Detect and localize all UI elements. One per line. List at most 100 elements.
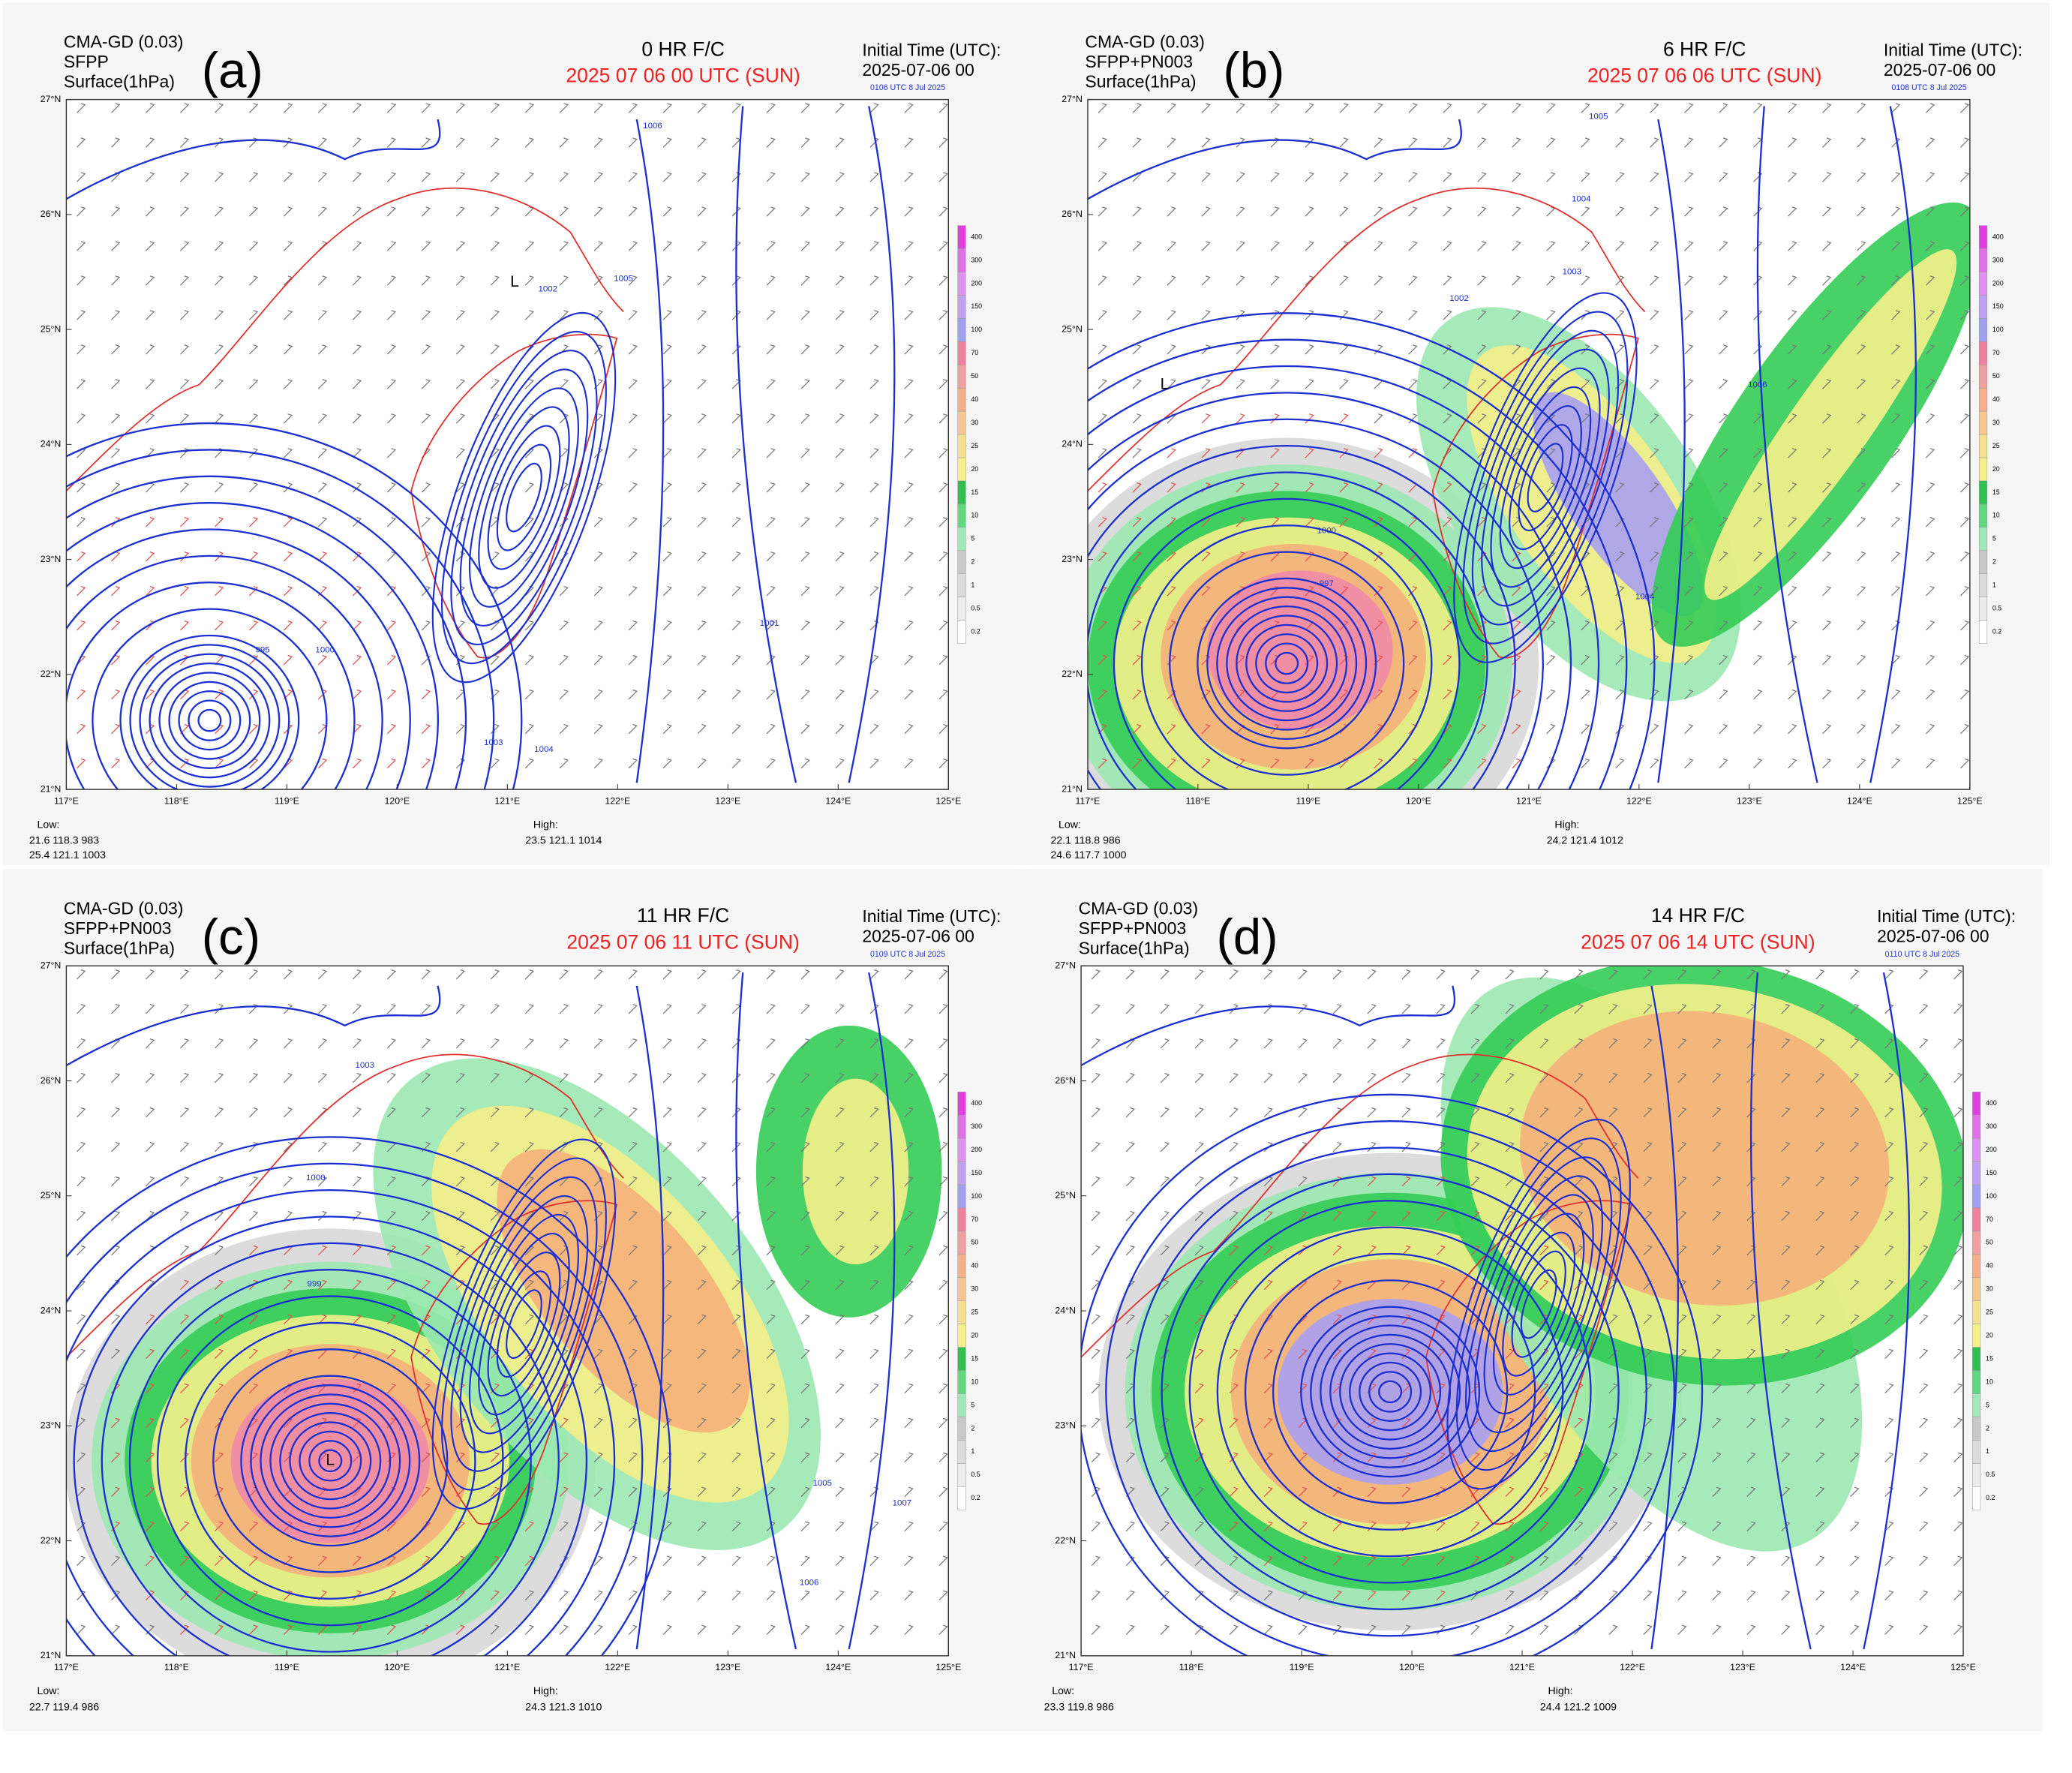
wind-barb xyxy=(490,1107,500,1118)
wind-barb xyxy=(628,1417,638,1429)
wind-barb xyxy=(1643,1486,1653,1498)
wind-barb xyxy=(421,1383,431,1394)
wind-barb xyxy=(904,689,914,700)
wind-barb xyxy=(731,551,741,562)
wind-barb xyxy=(1581,137,1590,148)
wind-barb xyxy=(697,1555,707,1566)
isobar xyxy=(168,681,251,760)
wind-barb xyxy=(180,103,190,113)
model: CMA-GD (0.03) xyxy=(1085,32,1205,52)
wind-barb xyxy=(1850,1107,1860,1118)
wind-barb xyxy=(1298,1348,1308,1360)
wind-barb xyxy=(1270,206,1280,217)
colorbar-label: 2 xyxy=(1986,1424,1989,1432)
wind-barb xyxy=(1194,1245,1204,1256)
wind-barb xyxy=(1746,1383,1756,1394)
lat-label: 21°N xyxy=(41,783,62,794)
wind-barb xyxy=(1815,1452,1825,1463)
wind-barb xyxy=(77,310,86,320)
wind-barb xyxy=(248,723,259,735)
wind-barb xyxy=(1788,585,1797,597)
valid-time: 2025 07 06 11 UTC (SUN) xyxy=(566,930,799,953)
wind-barb xyxy=(1960,482,1970,493)
wind-barb xyxy=(1581,413,1590,424)
wind-barb xyxy=(938,344,948,355)
wind-barb xyxy=(800,1141,810,1152)
wind-barb xyxy=(1167,620,1176,631)
wind-barb xyxy=(1822,551,1832,562)
wind-barb xyxy=(146,1107,155,1118)
wind-barb xyxy=(1332,1210,1342,1222)
wind-barb xyxy=(1443,172,1452,182)
wind-barb xyxy=(1408,172,1418,182)
wind-barb xyxy=(180,517,190,527)
wind-barb xyxy=(1608,969,1618,980)
wind-barb xyxy=(1270,448,1280,458)
wind-barb xyxy=(1332,969,1342,980)
wind-barb xyxy=(1781,1038,1791,1049)
wind-barb xyxy=(938,620,948,631)
wind-barb xyxy=(317,344,328,355)
low-entry: 24.6 117.7 1000 xyxy=(1050,849,1126,861)
wind-barb xyxy=(455,1590,466,1600)
wind-barb xyxy=(524,482,534,493)
wind-barb xyxy=(1167,206,1176,217)
wind-barb xyxy=(1788,723,1797,735)
wind-barb xyxy=(1753,723,1763,735)
wind-barb xyxy=(1781,1176,1791,1187)
wind-barb xyxy=(1781,1279,1791,1291)
wind-barb xyxy=(1194,1210,1204,1222)
wind-barb xyxy=(1443,310,1452,320)
wind-barb xyxy=(1305,482,1314,493)
wind-barb xyxy=(1091,1038,1101,1049)
wind-barb xyxy=(628,1176,638,1187)
wind-barb xyxy=(731,1107,741,1118)
wind-barb xyxy=(1857,172,1866,182)
wind-barb xyxy=(1788,517,1797,527)
wind-barb xyxy=(1401,1072,1411,1083)
map-label: 1004 xyxy=(1635,593,1655,602)
wind-barb xyxy=(1201,448,1211,458)
wind-barb xyxy=(800,241,810,251)
wind-barb xyxy=(1608,1279,1618,1291)
wind-barb xyxy=(1201,758,1211,769)
wind-barb xyxy=(386,1176,397,1187)
wind-barb xyxy=(1891,758,1901,769)
wind-barb xyxy=(215,206,224,217)
lat-label: 27°N xyxy=(41,960,62,971)
wind-barb xyxy=(1374,551,1383,562)
colorbar-cell xyxy=(1978,248,1988,272)
wind-barb xyxy=(1781,1590,1791,1600)
isobar xyxy=(1255,633,1319,694)
wind-barb xyxy=(1815,1176,1825,1187)
wind-barb xyxy=(766,344,776,355)
wind-barb xyxy=(731,275,741,286)
wind-barb xyxy=(904,1417,914,1429)
wind-barb xyxy=(1615,482,1625,493)
wind-barb xyxy=(1332,1521,1342,1531)
wind-barb xyxy=(1581,620,1590,631)
wind-barb xyxy=(662,448,672,458)
wind-barb xyxy=(559,1486,569,1498)
lat-label: 23°N xyxy=(41,1420,62,1431)
wind-barb xyxy=(559,310,569,320)
wind-barb xyxy=(283,1624,293,1635)
wind-barb xyxy=(1857,723,1866,735)
wind-barb xyxy=(869,1624,879,1635)
isobar xyxy=(1511,1250,1566,1358)
wind-barb xyxy=(248,1314,259,1325)
wind-barb xyxy=(1574,1348,1584,1360)
wind-barb xyxy=(1194,1521,1204,1531)
wind-barb xyxy=(1719,482,1728,493)
wind-barb xyxy=(421,1210,431,1222)
wind-barb xyxy=(1581,344,1590,355)
wind-barb xyxy=(77,344,86,355)
wind-barb xyxy=(938,1279,948,1291)
wind-barb xyxy=(766,137,776,148)
wind-barb xyxy=(352,1417,362,1429)
wind-barb xyxy=(1443,275,1452,286)
wind-barb xyxy=(593,1417,603,1429)
colorbar-label: 300 xyxy=(971,1122,982,1130)
wind-barb xyxy=(1574,1141,1584,1152)
wind-barb xyxy=(1650,103,1659,113)
